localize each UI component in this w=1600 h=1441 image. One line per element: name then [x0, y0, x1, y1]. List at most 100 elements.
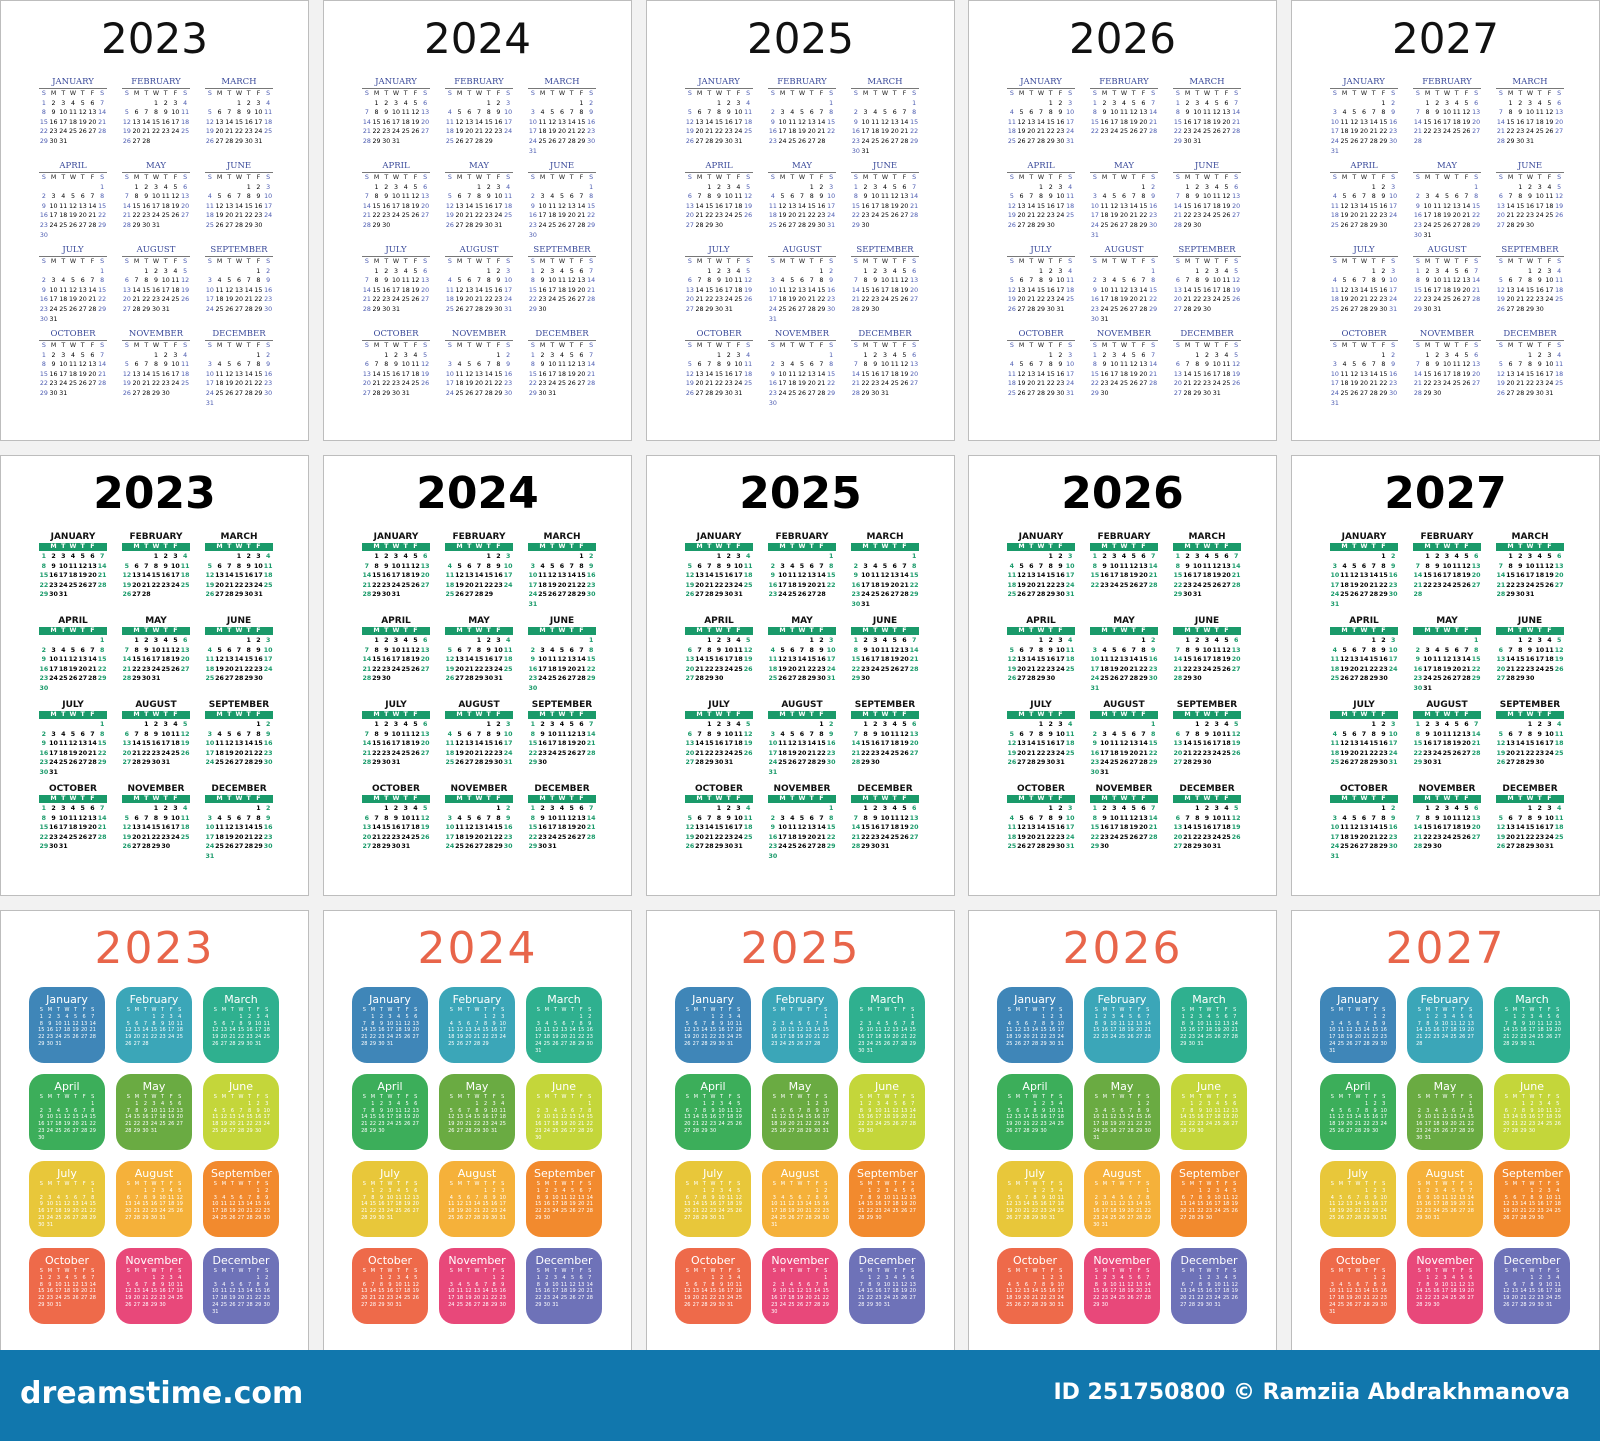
day-cell: 3: [61, 351, 66, 359]
day-cell: 15: [528, 824, 538, 832]
day-cell: 10: [1330, 118, 1339, 126]
day-cell: 2: [51, 351, 56, 359]
day-cell: 2: [1048, 267, 1053, 275]
day-cell: 7: [124, 646, 130, 654]
day-cell: 18: [1535, 118, 1544, 126]
day-cell: 12: [787, 740, 797, 748]
month-name: SEPTEMBER: [528, 245, 596, 257]
day-cell: 30: [528, 231, 537, 239]
day-cell: 24: [724, 665, 734, 673]
day-cell: 24: [503, 581, 513, 589]
day-cell: 12: [455, 118, 464, 126]
day-cell: 14: [1359, 656, 1369, 664]
day-cell: 23: [1515, 581, 1525, 589]
day-cell: 15: [372, 572, 381, 580]
day-cell: 26: [557, 675, 567, 683]
day-cell: 1: [374, 553, 379, 560]
day-cell: 16: [827, 286, 836, 294]
month-name: MAY: [145, 616, 167, 626]
weekday-letter: S: [687, 342, 692, 349]
day-grid: 1 2 3 4 5 6 7 8 9 10 11 12 13 14 15 16 17 18 19 20 21 22 23 24 2…: [685, 552, 753, 600]
day-cell: 12: [744, 277, 753, 285]
day-cell: 13: [1129, 286, 1138, 294]
day-cell: 3: [550, 267, 555, 275]
weekday-letter: W: [1203, 795, 1211, 802]
empty-cell: [68, 267, 78, 277]
weekday-letter: S: [207, 627, 213, 634]
day-cell: 10: [1525, 109, 1534, 117]
day-cell: 18: [504, 202, 513, 210]
day-cell: 24: [503, 749, 513, 757]
weekday-letter: T: [1214, 543, 1219, 550]
weekday-letter: T: [550, 90, 555, 97]
day-cell: 19: [880, 128, 889, 136]
day-cell: 20: [420, 572, 430, 580]
day-cell: 10: [861, 572, 870, 580]
day-cell: 4: [1454, 99, 1459, 107]
empty-cell: [807, 552, 817, 562]
day-cell: 13: [685, 202, 694, 210]
day-cell: 17: [528, 128, 537, 136]
day-cell: 11: [768, 656, 778, 664]
day-cell: 14: [132, 286, 141, 294]
month-name: JULY: [39, 245, 107, 257]
weekday-letter: T: [726, 258, 731, 265]
day-cell: 27: [421, 296, 430, 304]
day-cell: 4: [61, 730, 66, 738]
day-cell: 18: [880, 656, 890, 664]
day-cell: 8: [863, 361, 868, 369]
day-cell: 22: [586, 665, 596, 673]
day-cell: 15: [382, 370, 391, 378]
empty-cell: [685, 99, 695, 109]
day-cell: 5: [799, 361, 804, 369]
month-name: NOVEMBER: [1413, 329, 1481, 341]
day-cell: 10: [734, 562, 743, 570]
day-cell: 5: [687, 814, 693, 822]
weekday-letter: S: [506, 258, 511, 265]
day-cell: 2: [1150, 637, 1156, 644]
empty-cell: [49, 720, 59, 730]
weekday-letter: F: [819, 795, 824, 802]
empty-cell: [787, 267, 797, 277]
weekday-letter: M: [1101, 90, 1108, 97]
day-cell: 18: [181, 370, 190, 378]
day-cell: 3: [780, 814, 785, 822]
day-cell: 24: [1066, 380, 1075, 388]
day-cell: 2: [1058, 805, 1063, 812]
day-cell: 30: [141, 675, 151, 683]
day-cell: 24: [1056, 665, 1065, 673]
day-cell: 18: [171, 740, 180, 748]
day-cell: 5: [559, 646, 565, 654]
weekday-letter: M: [1184, 342, 1191, 349]
day-cell: 25: [880, 665, 890, 673]
day-cell: 3: [153, 637, 159, 644]
weekday-letter: M: [456, 711, 463, 718]
day-cell: 11: [788, 370, 797, 378]
day-cell: 22: [494, 833, 503, 841]
weekday-letter: S: [1175, 627, 1181, 634]
day-cell: 11: [1433, 202, 1442, 210]
day-cell: 21: [1369, 380, 1378, 388]
month-block: NOVEMBER S M T W T F S 1 2 3 4 5 6 7 8 9 10 11 12 13 14 15 16 17…: [768, 329, 836, 408]
day-cell: 26: [557, 221, 566, 229]
day-cell: 4: [1557, 351, 1562, 359]
month-name: OCTOBER: [372, 784, 420, 794]
month-name: FEBRUARY: [1413, 77, 1481, 89]
day-cell: 6: [579, 805, 584, 812]
empty-cell: [557, 183, 567, 193]
weekday-letter: F: [579, 711, 584, 718]
day-cell: 9: [496, 109, 501, 117]
day-cell: 15: [1369, 202, 1378, 210]
day-cell: 14: [142, 370, 151, 378]
day-cell: 3: [1092, 193, 1097, 201]
day-cell: 14: [1173, 656, 1183, 664]
day-cell: 22: [254, 380, 263, 388]
day-cell: 4: [207, 646, 213, 654]
day-cell: 4: [183, 351, 188, 359]
day-cell: 28: [98, 128, 107, 136]
day-cell: 25: [1535, 128, 1544, 136]
day-cell: 17: [880, 740, 890, 748]
day-cell: 23: [870, 749, 880, 757]
